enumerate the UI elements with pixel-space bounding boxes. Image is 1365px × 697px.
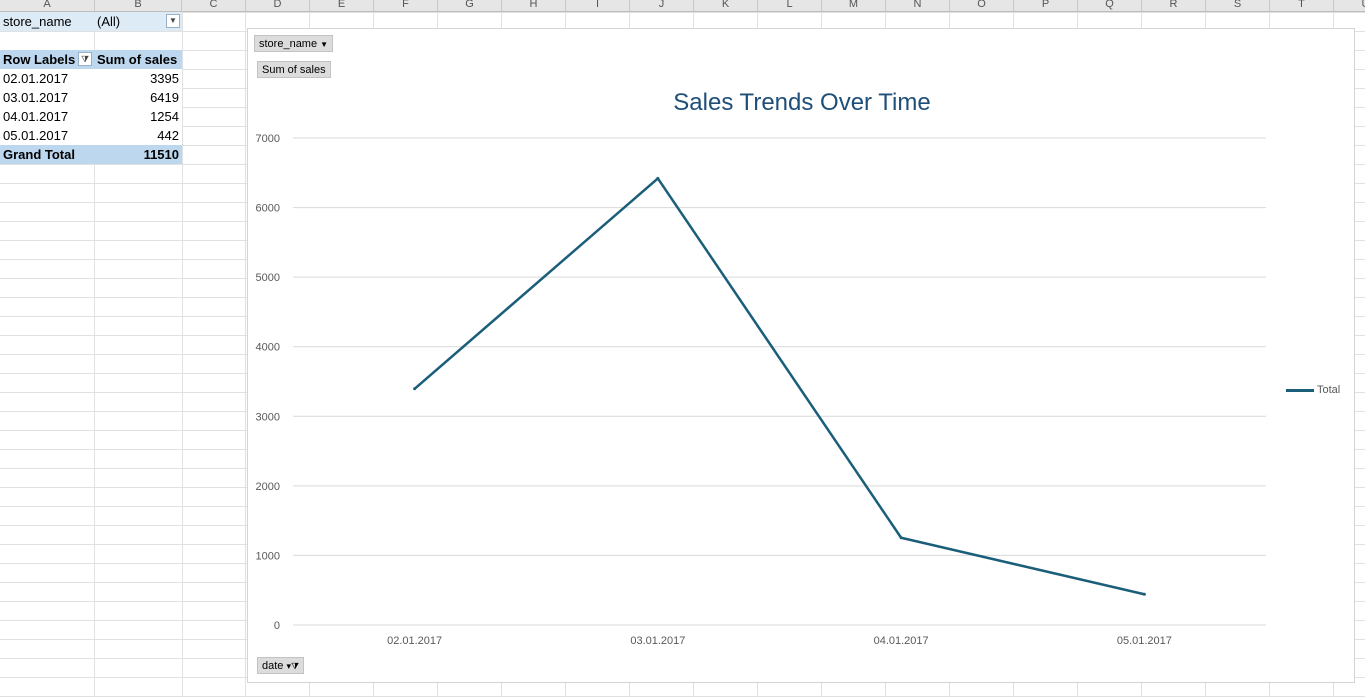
chart-plot-area: 0 1000 2000 3000 4000 5000 6000 7000 02.01.2017 0… [256,133,1266,647]
y-tick-label: 7000 [256,133,280,145]
column-header-r[interactable]: R [1142,0,1206,11]
pivot-row-value[interactable]: 1254 [95,107,182,126]
column-header-p[interactable]: P [1014,0,1078,11]
data-point[interactable] [413,387,417,391]
column-header-k[interactable]: K [694,0,758,11]
column-header-s[interactable]: S [1206,0,1270,11]
pivot-row-value[interactable]: 3395 [95,69,182,88]
pivot-row-label[interactable]: 05.01.2017 [0,126,95,145]
column-header-b[interactable]: B [95,0,182,11]
filter-dropdown-icon[interactable]: ▼ [166,14,180,28]
x-tick-label: 04.01.2017 [874,635,929,647]
pivot-grand-total-label: Grand Total [0,145,95,164]
filter-icon: ▾⧩ [286,661,300,671]
column-header-g[interactable]: G [438,0,502,11]
column-header-i[interactable]: I [566,0,630,11]
column-header-e[interactable]: E [310,0,374,11]
pivot-chart[interactable]: store_name ▼ Sum of sales Sales Trends O… [247,28,1355,683]
series-line-total[interactable] [413,177,1145,596]
chart-filter-chip[interactable]: store_name ▼ [254,35,334,52]
chart-axis-chip[interactable]: date ▾⧩ [257,657,305,674]
y-tick-label: 1000 [256,550,280,562]
row-labels-filter-icon[interactable]: ⧩ [78,52,92,66]
column-headers: ABCDEFGHIJKLMNOPQRSTU [0,0,1365,12]
column-header-m[interactable]: M [822,0,886,11]
column-header-j[interactable]: J [630,0,694,11]
pivot-grand-total-value: 11510 [95,145,182,164]
column-header-c[interactable]: C [182,0,246,11]
y-tick-label: 6000 [256,203,280,215]
legend-label: Total [1317,384,1341,396]
chart-legend: Total [1286,384,1340,396]
column-header-f[interactable]: F [374,0,438,11]
y-tick-label: 2000 [256,481,280,493]
chart-value-chip[interactable]: Sum of sales [257,61,331,78]
x-tick-label: 02.01.2017 [387,635,442,647]
column-header-u[interactable]: U [1334,0,1365,11]
y-tick-label: 0 [274,620,280,632]
chart-filter-chip-label: store_name [259,38,318,50]
pivot-header-row-labels[interactable]: Row Labels [0,50,95,69]
pivot-row-value[interactable]: 6419 [95,88,182,107]
data-point[interactable] [899,536,903,540]
column-header-a[interactable]: A [0,0,95,11]
pivot-row-label[interactable]: 03.01.2017 [0,88,95,107]
column-header-q[interactable]: Q [1078,0,1142,11]
column-header-n[interactable]: N [886,0,950,11]
x-tick-label: 05.01.2017 [1117,635,1172,647]
pivot-filter-field: store_name [0,12,95,31]
column-header-o[interactable]: O [950,0,1014,11]
pivot-row-label[interactable]: 04.01.2017 [0,107,95,126]
pivot-header-sum[interactable]: Sum of sales [95,50,182,69]
column-header-t[interactable]: T [1270,0,1334,11]
pivot-filter-value[interactable]: (All) [95,12,182,31]
chart-axis-chip-label: date [262,660,284,672]
column-header-l[interactable]: L [758,0,822,11]
pivot-row-label[interactable]: 02.01.2017 [0,69,95,88]
data-point[interactable] [1142,592,1146,596]
y-tick-label: 5000 [256,272,280,284]
y-tick-label: 4000 [256,342,280,354]
data-point[interactable] [656,176,660,180]
x-tick-label: 03.01.2017 [630,635,685,647]
column-header-d[interactable]: D [246,0,310,11]
chevron-down-icon: ▼ [320,40,329,49]
column-header-h[interactable]: H [502,0,566,11]
chart-title: Sales Trends Over Time [673,89,931,116]
y-tick-label: 3000 [256,411,280,423]
legend-swatch [1286,388,1314,392]
pivot-row-value[interactable]: 442 [95,126,182,145]
